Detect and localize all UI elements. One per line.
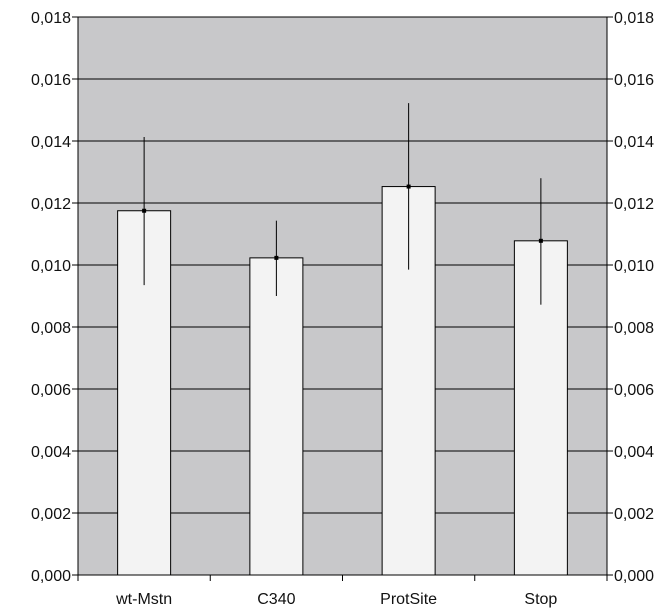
mean-marker-stop	[538, 238, 543, 243]
y-tick-label-left: 0,018	[31, 10, 71, 27]
y-tick-label-left: 0,004	[31, 444, 71, 461]
y-tick-label-left: 0,014	[31, 134, 71, 151]
y-tick-label-right: 0,008	[614, 320, 654, 337]
y-tick-label-right: 0,012	[614, 196, 654, 213]
y-tick-label-right: 0,002	[614, 506, 654, 523]
y-axis-right-labels: 0,000 0,002 0,004 0,006 0,008 0,010 0,012 0,014…	[614, 10, 654, 585]
y-tick-label-right: 0,016	[614, 72, 654, 89]
y-tick-label-left: 0,010	[31, 258, 71, 275]
y-axis-left-labels: 0,000 0,002 0,004 0,006 0,008 0,010 0,012 0,014…	[31, 10, 71, 585]
y-tick-label-right: 0,000	[614, 568, 654, 585]
x-tick-label: wt-Mstn	[115, 591, 172, 608]
y-tick-label-right: 0,006	[614, 382, 654, 399]
y-tick-label-left: 0,016	[31, 72, 71, 89]
y-tick-label-left: 0,012	[31, 196, 71, 213]
y-tick-label-right: 0,018	[614, 10, 654, 27]
y-tick-label-right: 0,004	[614, 444, 654, 461]
x-tick-label: C340	[257, 591, 295, 608]
y-tick-label-right: 0,010	[614, 258, 654, 275]
y-tick-label-left: 0,002	[31, 506, 71, 523]
x-tick-label: ProtSite	[380, 591, 437, 608]
y-tick-label-right: 0,014	[614, 134, 654, 151]
mean-marker-protsite	[406, 184, 411, 189]
axes	[72, 16, 613, 581]
bar-c340	[249, 257, 304, 576]
x-axis-labels: wt-Mstn C340 ProtSite Stop	[115, 591, 557, 608]
x-tick-label: Stop	[524, 591, 557, 608]
mean-marker-c340	[274, 255, 279, 260]
y-tick-label-left: 0,008	[31, 320, 71, 337]
y-tick-label-left: 0,000	[31, 568, 71, 585]
bars	[117, 103, 568, 576]
mean-marker-wt-mstn	[142, 208, 147, 213]
y-tick-label-left: 0,006	[31, 382, 71, 399]
